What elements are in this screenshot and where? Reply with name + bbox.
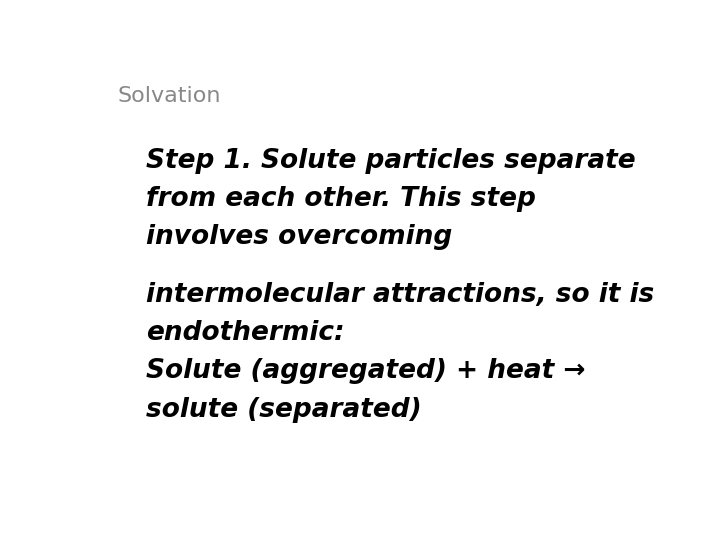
Text: solute (separated): solute (separated)	[145, 396, 421, 423]
Text: intermolecular attractions, so it is: intermolecular attractions, so it is	[145, 282, 654, 308]
Text: Step 1. Solute particles separate: Step 1. Solute particles separate	[145, 148, 636, 174]
Text: Solute (aggregated) + heat →: Solute (aggregated) + heat →	[145, 359, 585, 384]
Text: endothermic:: endothermic:	[145, 320, 344, 346]
Text: Solvation: Solvation	[118, 85, 222, 106]
Text: involves overcoming: involves overcoming	[145, 225, 452, 251]
Text: from each other. This step: from each other. This step	[145, 186, 536, 212]
